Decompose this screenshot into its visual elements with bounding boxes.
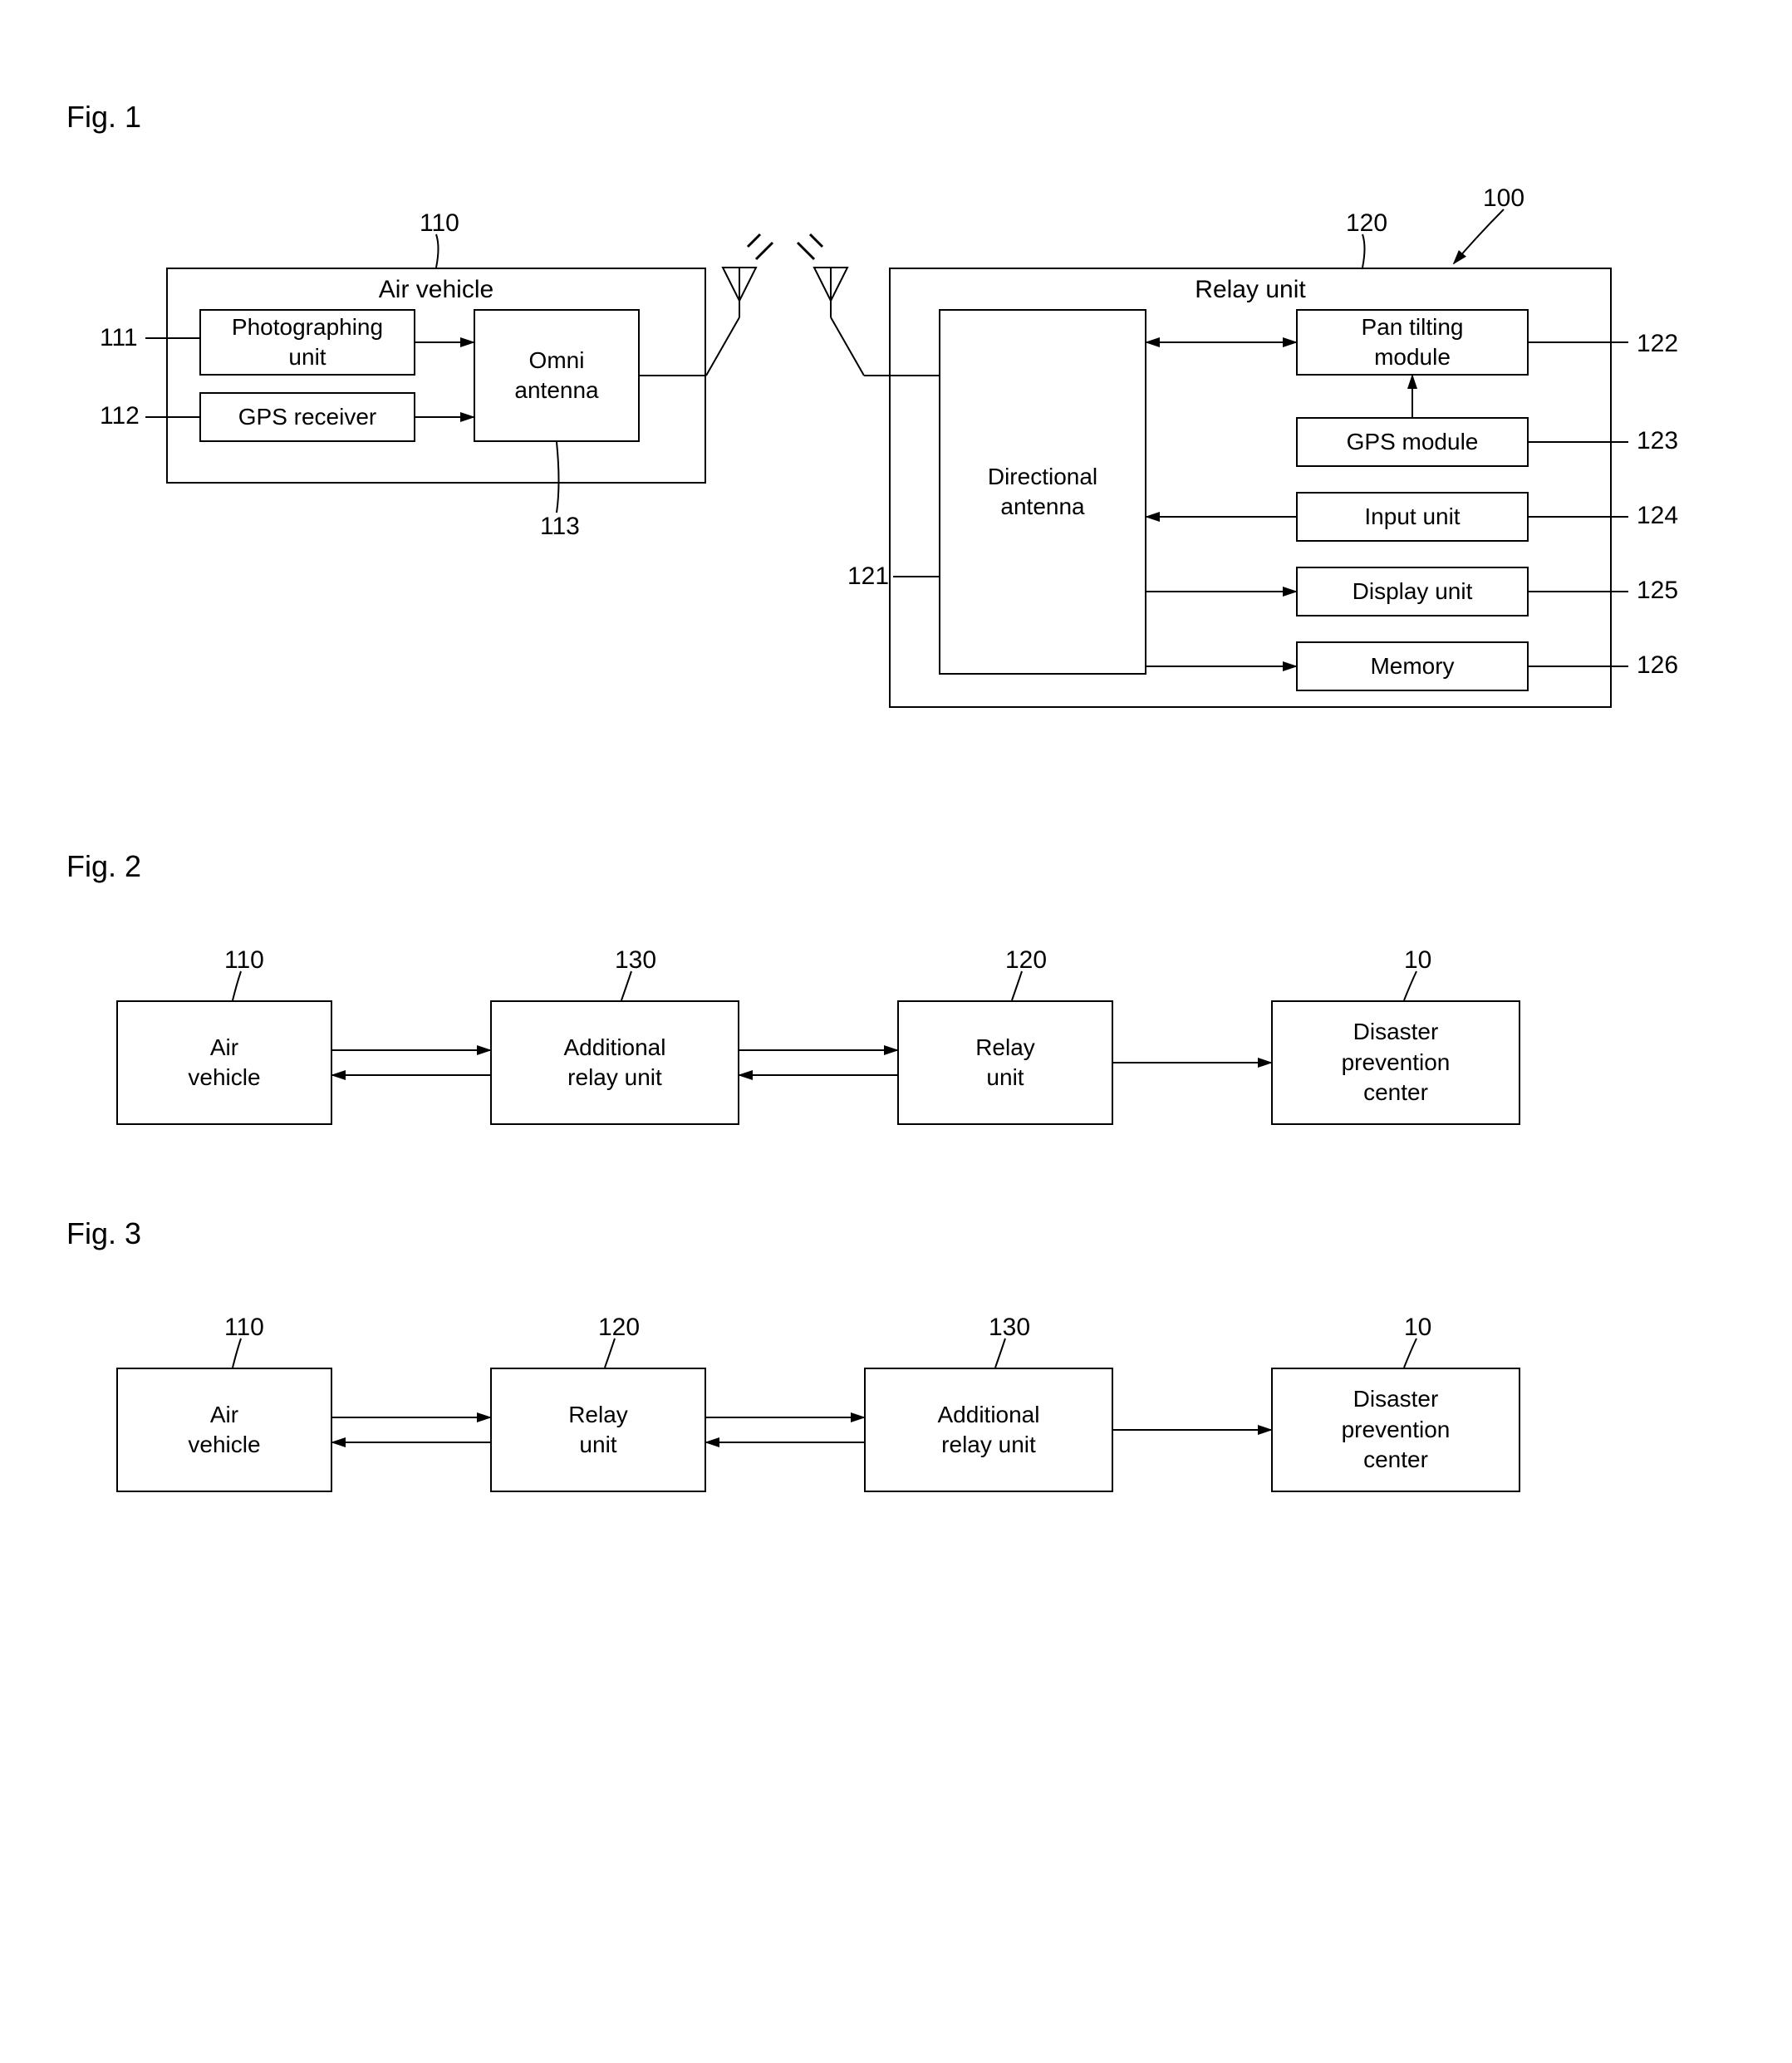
ref-112: 112 (100, 402, 140, 430)
fig3-ref-10: 10 (1404, 1314, 1431, 1342)
ref-123: 123 (1637, 427, 1678, 455)
fig3-disaster: Disaster prevention center (1271, 1368, 1520, 1492)
fig2-label: Fig. 2 (66, 849, 1726, 884)
fig2-air-vehicle: Air vehicle (116, 1000, 332, 1125)
directional-antenna-box: Directional antenna (939, 309, 1146, 675)
fig2-ref-10: 10 (1404, 946, 1431, 975)
ref-113: 113 (540, 513, 580, 541)
gps-receiver-box: GPS receiver (199, 392, 415, 442)
ref-125: 125 (1637, 577, 1678, 605)
fig3-ref-130: 130 (989, 1314, 1030, 1342)
fig1-container: Air vehicle Photographing unit GPS recei… (66, 184, 1645, 766)
fig3-relay-unit: Relay unit (490, 1368, 706, 1492)
ref-110: 110 (420, 209, 459, 238)
ref-124: 124 (1637, 502, 1678, 530)
gps-module-box: GPS module (1296, 417, 1529, 467)
air-vehicle-title: Air vehicle (168, 276, 705, 304)
input-unit-box: Input unit (1296, 492, 1529, 542)
fig2-ref-110: 110 (224, 946, 264, 975)
fig2-additional-relay: Additional relay unit (490, 1000, 739, 1125)
pan-tilting-box: Pan tilting module (1296, 309, 1529, 376)
ref-111: 111 (100, 324, 138, 352)
fig3-label: Fig. 3 (66, 1216, 1726, 1251)
fig2-container: Air vehicle Additional relay unit Relay … (66, 934, 1645, 1167)
fig2-ref-130: 130 (615, 946, 656, 975)
fig3-ref-110: 110 (224, 1314, 264, 1342)
display-unit-box: Display unit (1296, 567, 1529, 616)
relay-unit-title: Relay unit (891, 276, 1610, 304)
ref-122: 122 (1637, 330, 1678, 358)
fig3-ref-120: 120 (598, 1314, 640, 1342)
fig3-container: Air vehicle Relay unit Additional relay … (66, 1301, 1645, 1534)
fig3-additional-relay: Additional relay unit (864, 1368, 1113, 1492)
fig2-ref-120: 120 (1005, 946, 1047, 975)
ref-120: 120 (1346, 209, 1387, 238)
fig2-relay-unit: Relay unit (897, 1000, 1113, 1125)
omni-antenna-box: Omni antenna (474, 309, 640, 442)
fig1-label: Fig. 1 (66, 100, 1726, 135)
ref-126: 126 (1637, 651, 1678, 680)
fig2-disaster: Disaster prevention center (1271, 1000, 1520, 1125)
fig3-air-vehicle: Air vehicle (116, 1368, 332, 1492)
ref-121: 121 (847, 562, 889, 591)
photographing-unit-box: Photographing unit (199, 309, 415, 376)
memory-box: Memory (1296, 641, 1529, 691)
ref-100: 100 (1483, 184, 1524, 213)
